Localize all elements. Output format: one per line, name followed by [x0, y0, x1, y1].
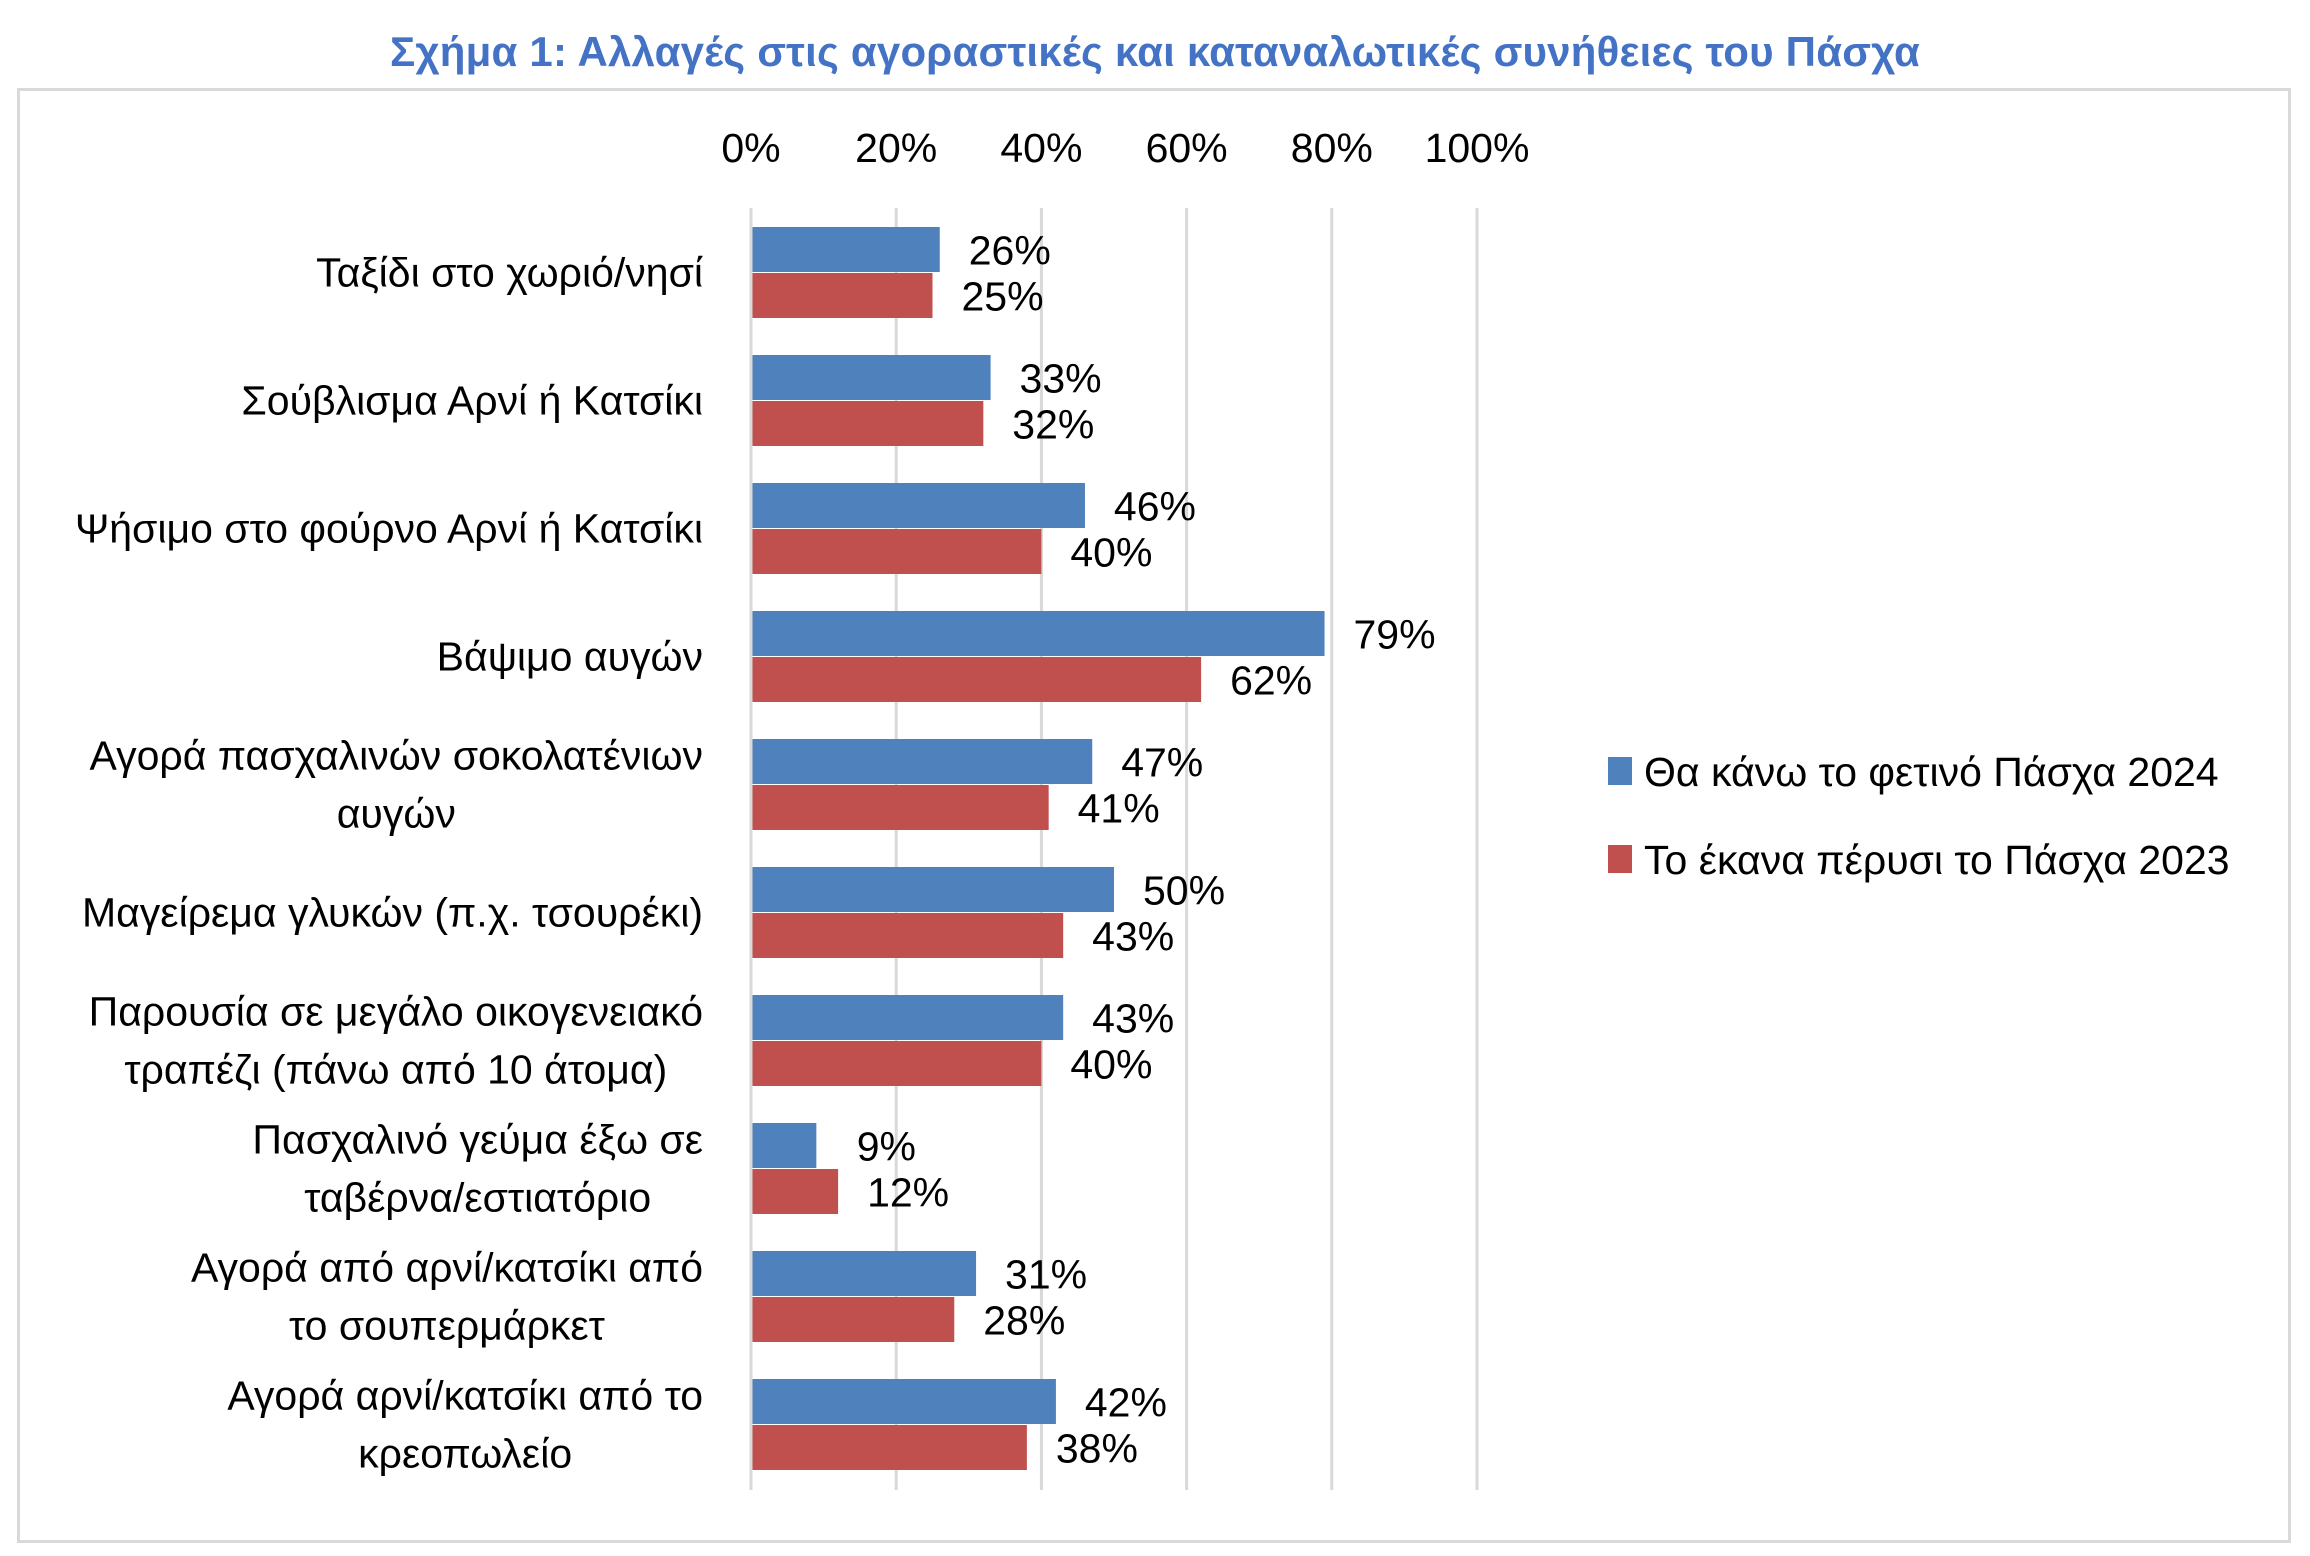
- data-label: 25%: [961, 274, 1043, 320]
- data-label: 33%: [1020, 356, 1102, 402]
- bar-2023: [751, 785, 1049, 830]
- category-label: Βάψιμο αυγών: [437, 634, 703, 680]
- bar-2024: [751, 227, 940, 272]
- category-label: Πασχαλινό γεύμα έξω σε: [252, 1117, 703, 1163]
- chart-frame: [17, 88, 2291, 1543]
- data-label: 31%: [1005, 1252, 1087, 1298]
- category-label: ταβέρνα/εστιατόριο: [304, 1175, 651, 1221]
- legend-label: Το έκανα πέρυσι το Πάσχα 2023: [1644, 837, 2230, 883]
- category-label: Ταξίδι στο χωριό/νησί: [316, 250, 703, 296]
- category-label: Σούβλισμα Αρνί ή Κατσίκι: [241, 378, 703, 424]
- bar-2023: [751, 529, 1042, 574]
- category-label: κρεοπωλείο: [358, 1431, 572, 1477]
- bar-2023: [751, 913, 1064, 958]
- bar-2024: [751, 739, 1093, 784]
- bar-2023: [751, 1297, 955, 1342]
- bar-2024: [751, 1123, 817, 1168]
- data-label: 28%: [983, 1298, 1065, 1344]
- data-label: 32%: [1012, 402, 1094, 448]
- legend-label: Θα κάνω το φετινό Πάσχα 2024: [1644, 749, 2219, 795]
- bar-2023: [751, 1425, 1027, 1470]
- bar-2023: [751, 1169, 839, 1214]
- x-tick-label: 0%: [721, 125, 780, 171]
- category-label: τραπέζι (πάνω από 10 άτομα): [124, 1047, 667, 1093]
- data-label: 43%: [1092, 996, 1174, 1042]
- data-label: 79%: [1354, 612, 1436, 658]
- category-label: αυγών: [337, 791, 456, 837]
- data-label: 12%: [867, 1170, 949, 1216]
- data-label: 40%: [1070, 1042, 1152, 1088]
- data-label: 47%: [1121, 740, 1203, 786]
- data-label: 43%: [1092, 914, 1174, 960]
- bar-2023: [751, 401, 984, 446]
- x-tick-label: 100%: [1425, 125, 1530, 171]
- category-label: Μαγείρεμα γλυκών (π.χ. τσουρέκι): [82, 890, 703, 936]
- data-label: 50%: [1143, 868, 1225, 914]
- bar-2024: [751, 1251, 977, 1296]
- bar-2023: [751, 657, 1202, 702]
- category-label: Αγορά αρνί/κατσίκι από το: [227, 1373, 703, 1419]
- category-label: Παρουσία σε μεγάλο οικογενειακό: [89, 989, 703, 1035]
- data-label: 46%: [1114, 484, 1196, 530]
- bar-2024: [751, 995, 1064, 1040]
- category-label: Αγορά από αρνί/κατσίκι από: [191, 1245, 703, 1291]
- category-label: Ψήσιμο στο φούρνο Αρνί ή Κατσίκι: [75, 506, 703, 552]
- data-label: 38%: [1056, 1426, 1138, 1472]
- bar-2024: [751, 867, 1114, 912]
- x-tick-label: 60%: [1146, 125, 1228, 171]
- chart-title: Σχήμα 1: Αλλαγές στις αγοραστικές και κα…: [389, 28, 1921, 75]
- x-tick-label: 80%: [1291, 125, 1373, 171]
- data-label: 9%: [857, 1124, 916, 1170]
- category-label: Αγορά πασχαλινών σοκολατένιων: [90, 733, 703, 779]
- data-label: 26%: [969, 228, 1051, 274]
- data-label: 62%: [1230, 658, 1312, 704]
- bar-2024: [751, 611, 1325, 656]
- data-label: 40%: [1070, 530, 1152, 576]
- bar-2024: [751, 483, 1085, 528]
- bar-2024: [751, 1379, 1056, 1424]
- bar-2023: [751, 273, 933, 318]
- bar-2024: [751, 355, 991, 400]
- bar-2023: [751, 1041, 1042, 1086]
- legend-swatch-2023: [1608, 845, 1632, 873]
- x-tick-label: 20%: [855, 125, 937, 171]
- legend-swatch-2024: [1608, 757, 1632, 785]
- data-label: 42%: [1085, 1380, 1167, 1426]
- x-tick-label: 40%: [1000, 125, 1082, 171]
- data-label: 41%: [1078, 786, 1160, 832]
- category-label: το σουπερμάρκετ: [289, 1303, 605, 1349]
